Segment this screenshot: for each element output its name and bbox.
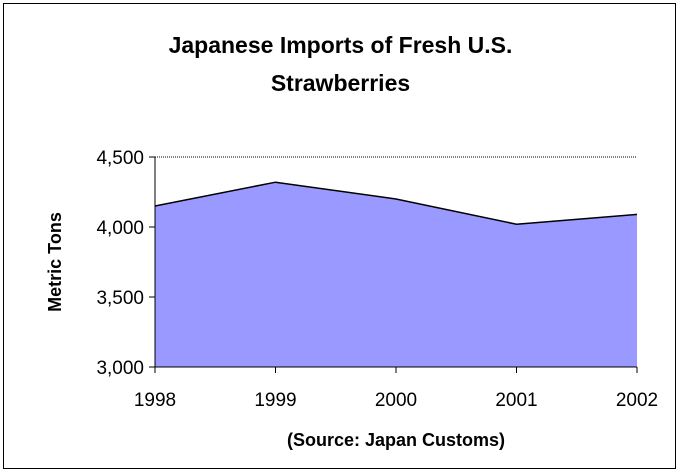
- y-tick-label-3500: 3,500: [96, 288, 144, 309]
- y-tick-label-4500: 4,500: [96, 148, 144, 169]
- y-tick-label-3000: 3,000: [96, 358, 144, 379]
- chart-title-line-1: Japanese Imports of Fresh U.S.: [168, 32, 513, 58]
- x-tick-label-1999: 1999: [254, 390, 296, 411]
- x-tick-label-2001: 2001: [495, 390, 537, 411]
- chart-title: Japanese Imports of Fresh U.S. Strawberr…: [0, 26, 681, 102]
- chart-title-line-2: Strawberries: [270, 70, 411, 96]
- y-tick-label-4000: 4,000: [96, 218, 144, 239]
- y-axis-label: Metric Tons: [45, 212, 65, 312]
- area-fill: [155, 182, 637, 367]
- x-tick-label-2002: 2002: [616, 390, 658, 411]
- x-axis-label: (Source: Japan Customs): [287, 430, 505, 450]
- x-tick-label-1998: 1998: [134, 390, 176, 411]
- x-tick-label-2000: 2000: [375, 390, 417, 411]
- series-line: [154, 181, 638, 225]
